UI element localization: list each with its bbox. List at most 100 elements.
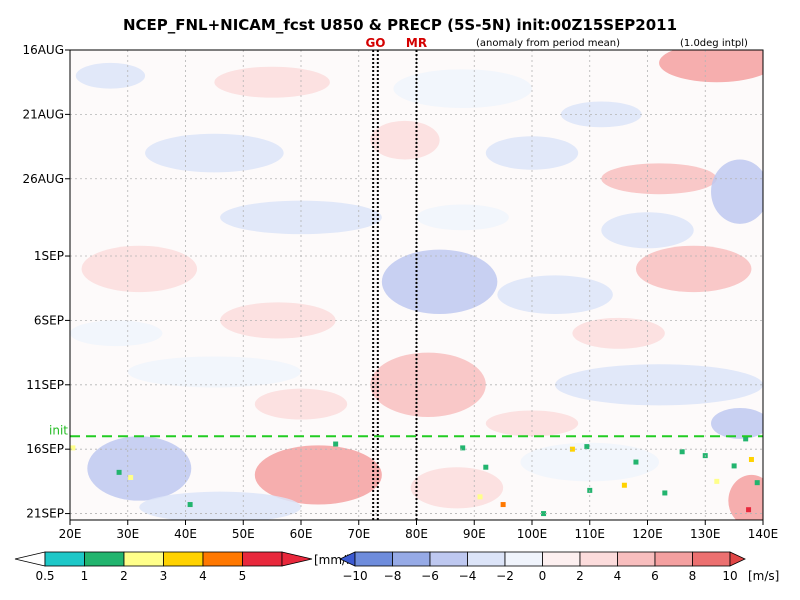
x-tick-label: 110E <box>575 527 606 541</box>
u850-region <box>635 245 752 293</box>
x-tick-label: 60E <box>290 527 313 541</box>
precip-cell <box>500 502 506 508</box>
precip-colorbar-swatch <box>44 551 85 567</box>
precip-colorbar-swatch <box>123 551 164 567</box>
interpolation-note: (1.0deg intpl) <box>680 38 748 49</box>
u850-colorbar-tick: 2 <box>576 569 584 583</box>
u850-region <box>572 317 665 349</box>
marker-layer: GO MR init <box>49 36 763 520</box>
precip-cell <box>748 456 754 462</box>
x-tick-label: 140E <box>748 527 779 541</box>
u850-region <box>485 136 579 170</box>
y-tick-label: 21AUG <box>22 107 64 121</box>
precip-cell <box>743 436 749 442</box>
u850-colorbar-swatch <box>392 551 431 567</box>
precip-cell <box>333 441 339 447</box>
u850-region <box>370 120 440 160</box>
u850-region <box>145 133 284 173</box>
precip-cell <box>569 446 575 452</box>
u850-region <box>139 491 301 520</box>
precip-colorbar-swatch <box>202 551 243 567</box>
x-tick-label: 100E <box>517 527 548 541</box>
u850-region <box>555 364 763 406</box>
precip-cell <box>714 478 720 484</box>
u850-region <box>220 302 336 339</box>
u850-colorbar-tick: −10 <box>342 569 367 583</box>
u850-colorbar-tick: 0 <box>539 569 547 583</box>
u850-colorbar-swatch <box>467 551 506 567</box>
u850-region <box>381 249 498 314</box>
precip-colorbar-tick: 1 <box>81 569 89 583</box>
precip-cell <box>128 475 134 481</box>
u850-region <box>711 407 763 439</box>
u850-region <box>214 66 330 98</box>
u850-colorbar-tick: 6 <box>651 569 659 583</box>
u850-region <box>75 62 146 89</box>
u850-region <box>497 275 613 314</box>
x-tick-label: 120E <box>632 527 663 541</box>
precip-colorbar-swatch <box>84 551 125 567</box>
init-label: init <box>49 423 68 437</box>
precip-cell <box>460 445 466 451</box>
u850-colorbar-tick: 4 <box>614 569 622 583</box>
u850-region <box>220 200 382 235</box>
u850-colorbar-tick: −6 <box>421 569 439 583</box>
marker-label: MR <box>406 36 427 50</box>
precip-colorbar-tick: 4 <box>199 569 207 583</box>
u850-colorbar-swatch <box>504 551 543 567</box>
precip-cell <box>754 480 760 486</box>
u850-region <box>127 356 301 388</box>
colorbar-layer: 0.5 1 2 3 4 5[mm/h]−10 −8 −6 −4 −2 0 2 4 6 8 10 [m/s] <box>14 551 779 583</box>
precip-cell <box>116 469 122 475</box>
u850-anomaly-layer <box>70 50 763 520</box>
chart-title: NCEP_FNL+NICAM_fcst U850 & PRECP (5S-5N)… <box>123 16 677 34</box>
u850-colorbar-swatch <box>354 551 393 567</box>
y-tick-label: 21SEP <box>26 507 64 521</box>
u850-region <box>601 163 717 195</box>
x-tick-label: 30E <box>116 527 139 541</box>
u850-colorbar-tick: −2 <box>496 569 514 583</box>
axis-layer: 20E 30E 40E 50E 60E 70E 80E 90E 100E 110E 120E 130E… <box>22 43 778 541</box>
x-tick-label: 20E <box>59 527 82 541</box>
precip-cell <box>541 511 547 517</box>
u850-region <box>485 410 579 437</box>
precip-cell <box>662 490 668 496</box>
y-tick-label: 16AUG <box>22 43 64 57</box>
precip-cell <box>477 494 483 500</box>
precip-colorbar-tick: 3 <box>160 569 168 583</box>
u850-region <box>81 245 198 293</box>
u850-colorbar-swatch <box>692 551 731 567</box>
u850-region <box>254 388 348 420</box>
precip-colorbar-arrow-right <box>281 551 313 567</box>
y-tick-label: 11SEP <box>26 378 64 392</box>
y-tick-label: 6SEP <box>34 313 64 327</box>
precip-colorbar-arrow-left <box>14 551 46 567</box>
u850-region <box>728 474 763 520</box>
x-tick-label: 130E <box>690 527 721 541</box>
u850-region <box>70 320 163 347</box>
x-tick-label: 80E <box>405 527 428 541</box>
u850-region <box>393 69 532 108</box>
precip-colorbar-swatch <box>242 551 283 567</box>
u850-region <box>416 204 509 231</box>
precip-colorbar-tick: 5 <box>239 569 247 583</box>
u850-colorbar-arrow-right <box>729 551 746 567</box>
u850-region <box>254 445 382 505</box>
u850-region <box>711 159 763 224</box>
y-tick-label: 26AUG <box>22 172 64 186</box>
x-tick-label: 50E <box>232 527 255 541</box>
u850-colorbar-tick: −4 <box>459 569 477 583</box>
y-tick-label: 1SEP <box>34 249 64 263</box>
u850-region <box>659 50 763 83</box>
u850-colorbar-swatch <box>542 551 581 567</box>
precip-cell <box>621 482 627 488</box>
marker-label: GO <box>365 36 385 50</box>
u850-colorbar-unit: [m/s] <box>748 569 779 583</box>
precip-colorbar-tick: 0.5 <box>35 569 54 583</box>
u850-colorbar-swatch <box>579 551 618 567</box>
precip-cell <box>679 449 685 455</box>
precip-colorbar-tick: 2 <box>120 569 128 583</box>
x-tick-label: 90E <box>463 527 486 541</box>
anomaly-note: (anomaly from period mean) <box>476 38 620 49</box>
